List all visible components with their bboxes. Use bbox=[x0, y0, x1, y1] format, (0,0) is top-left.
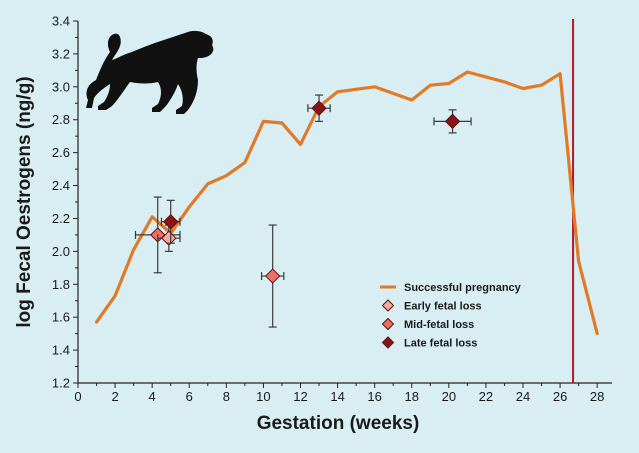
y-tick-label: 3.0 bbox=[52, 79, 70, 94]
x-tick-label: 28 bbox=[590, 389, 604, 404]
legend-label-late-fetal-loss: Late fetal loss bbox=[404, 338, 477, 350]
x-tick-label: 4 bbox=[149, 389, 156, 404]
late-fetal-losspoint bbox=[444, 113, 461, 130]
x-tick-label: 10 bbox=[256, 389, 270, 404]
y-tick-label: 3.2 bbox=[52, 46, 70, 61]
y-tick-label: 1.2 bbox=[52, 376, 70, 391]
y-tick-label: 2.6 bbox=[52, 145, 70, 160]
mid-fetal-losspoint bbox=[264, 268, 281, 284]
y-tick-label: 2.8 bbox=[52, 112, 70, 127]
y-tick-label: 1.4 bbox=[52, 343, 70, 358]
x-axis-title: Gestation (weeks) bbox=[257, 413, 420, 434]
legend-label-early-fetal-loss: Early fetal loss bbox=[404, 301, 482, 313]
x-tick-label: 2 bbox=[111, 389, 118, 404]
x-tick-label: 18 bbox=[405, 389, 419, 404]
y-tick-label: 3.4 bbox=[52, 14, 70, 29]
x-tick-label: 26 bbox=[553, 389, 567, 404]
legend-swatch-early-fetal-loss bbox=[381, 299, 395, 312]
y-tick-label: 2.0 bbox=[52, 244, 70, 259]
x-tick-label: 12 bbox=[293, 389, 307, 404]
late-fetal-losspoint bbox=[311, 100, 327, 116]
x-tick-label: 16 bbox=[367, 389, 381, 404]
y-tick-label: 1.8 bbox=[52, 277, 70, 292]
legend-swatch-late-fetal-loss bbox=[381, 336, 395, 349]
y-tick-label: 2.2 bbox=[52, 211, 70, 226]
x-tick-label: 14 bbox=[330, 389, 344, 404]
late-fetal-losspoint bbox=[163, 214, 179, 230]
legend-label-successful-pregnancy: Successful pregnancy bbox=[404, 282, 522, 294]
x-tick-label: 6 bbox=[186, 389, 193, 404]
legend-swatch-mid-fetal-loss bbox=[381, 317, 395, 331]
x-tick-label: 22 bbox=[479, 389, 493, 404]
early-fetal-losspoint bbox=[161, 230, 177, 246]
baboon-silhouette-icon bbox=[86, 30, 214, 115]
x-tick-label: 20 bbox=[442, 389, 456, 404]
successful-pregnancy-line bbox=[94, 70, 599, 336]
y-tick-label: 1.6 bbox=[52, 310, 70, 325]
x-tick-label: 0 bbox=[74, 389, 81, 404]
legend-label-mid-fetal-loss: Mid-fetal loss bbox=[404, 319, 474, 331]
y-axis-title: log Fecal Oestrogens (ng/g) bbox=[14, 76, 35, 327]
y-tick-label: 2.4 bbox=[52, 178, 70, 193]
x-tick-label: 8 bbox=[223, 389, 230, 404]
x-tick-label: 24 bbox=[516, 389, 530, 404]
